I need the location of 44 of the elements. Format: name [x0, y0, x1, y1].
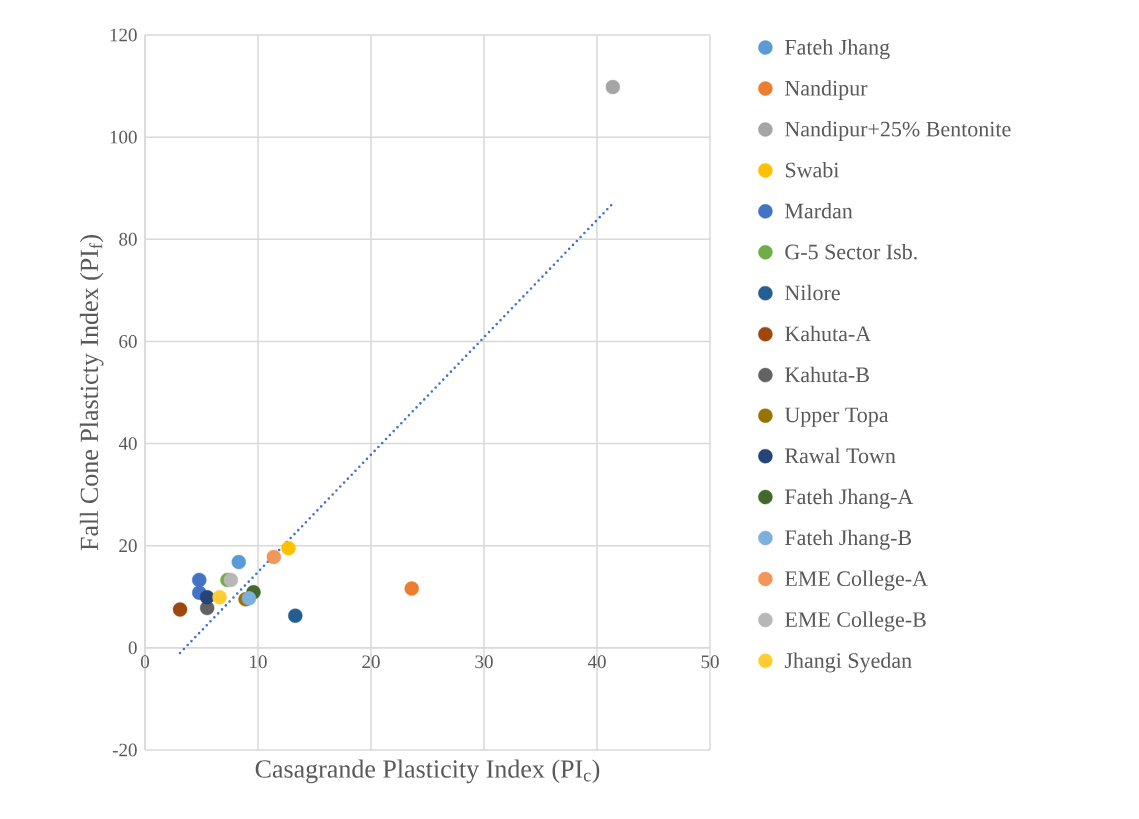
y-tick-label: 80 [119, 232, 137, 246]
legend-label: Kahuta-A [785, 325, 871, 342]
y-tick-label: -20 [112, 743, 137, 757]
x-tick-label: 10 [250, 655, 267, 669]
legend-label: Rawal Town [785, 447, 896, 464]
legend-label: Fateh Jhang [785, 39, 890, 60]
legend-label: Upper Topa [784, 407, 889, 427]
y-tick-label: 40 [118, 437, 137, 450]
legend-label: Nandipur [785, 80, 868, 101]
legend-label: Fateh Jhang-A [785, 488, 914, 509]
point [241, 591, 257, 606]
x-tick-label: 30 [475, 655, 493, 669]
y-tick-label: 100 [110, 130, 137, 144]
point [172, 602, 188, 617]
x-tick-label: 0 [140, 655, 150, 669]
legend-label: Nilore [785, 284, 840, 301]
point [212, 590, 227, 605]
legend-label: Jhangi Syedan [784, 652, 912, 673]
legend-label: Fateh Jhang-B [785, 529, 912, 550]
point [223, 572, 239, 588]
y-tick-label: 120 [110, 28, 137, 42]
point [199, 590, 215, 605]
legend-label: EME College-B [785, 611, 926, 632]
legend-label: Kahuta-B [785, 366, 869, 383]
x-tick-label: 20 [362, 655, 380, 669]
x-tick-label: 50 [701, 655, 719, 669]
x-axis-title: Casagrande Plasticity Index (PI$_{c}$) [255, 759, 600, 784]
y-axis-title: Fall Cone Plasticty Index (PI$_{f}$) [79, 235, 104, 551]
y-tick-label: 60 [119, 335, 137, 348]
legend-label: Nandipur+25% Bentonite [785, 121, 1011, 142]
point [231, 554, 246, 570]
legend-label: G-5 Sector Isb. [785, 243, 917, 260]
legend-label: Mardan [785, 202, 853, 219]
point [281, 541, 296, 556]
legend-label: EME College-A [785, 570, 928, 591]
point [288, 608, 303, 623]
point [404, 581, 419, 596]
x-tick-label: 40 [587, 655, 606, 669]
y-tick-label: 20 [119, 539, 137, 553]
point [192, 572, 207, 588]
legend-label: Swabi [785, 162, 839, 178]
point [605, 79, 621, 95]
y-tick-label: 0 [128, 641, 137, 655]
point [266, 549, 282, 565]
